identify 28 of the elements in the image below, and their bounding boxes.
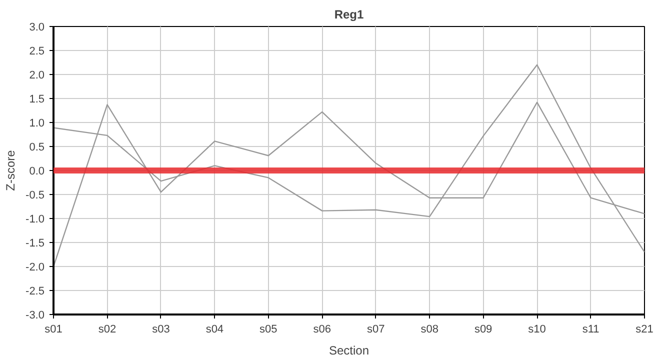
x-tick-label: s02: [98, 324, 116, 336]
x-tick-label: s03: [152, 324, 170, 336]
y-tick-label: 1.5: [29, 94, 45, 106]
x-tick-label: s07: [366, 324, 385, 336]
x-axis-title: Section: [328, 344, 370, 358]
chart-title: Reg1: [334, 8, 364, 22]
y-tick-label: 3.0: [29, 22, 45, 34]
y-axis-title: Z-score: [4, 150, 18, 191]
x-tick-label: s21: [636, 324, 654, 336]
y-tick-label: -2.5: [26, 286, 45, 298]
y-tick-label: 2.0: [29, 70, 45, 82]
x-tick-label: s08: [420, 324, 438, 336]
x-tick-label: s06: [313, 324, 332, 336]
y-tick-label: 1.0: [29, 118, 45, 130]
y-tick-label: 2.5: [29, 46, 45, 58]
y-tick-label: 0.0: [29, 166, 45, 178]
y-tick-label: 0.5: [29, 142, 45, 154]
x-tick-label: s09: [474, 324, 492, 336]
y-tick-label: -2.0: [26, 262, 45, 274]
x-tick-label: s11: [582, 324, 600, 336]
y-tick-label: -1.5: [26, 238, 45, 250]
x-tick-label: s01: [44, 324, 62, 336]
x-tick-label: s10: [528, 324, 546, 336]
y-tick-label: -3.0: [26, 310, 45, 322]
x-tick-label: s05: [260, 324, 278, 336]
y-tick-label: -1.0: [26, 214, 45, 226]
x-tick-label: s04: [206, 324, 224, 336]
y-tick-label: -0.5: [26, 190, 45, 202]
